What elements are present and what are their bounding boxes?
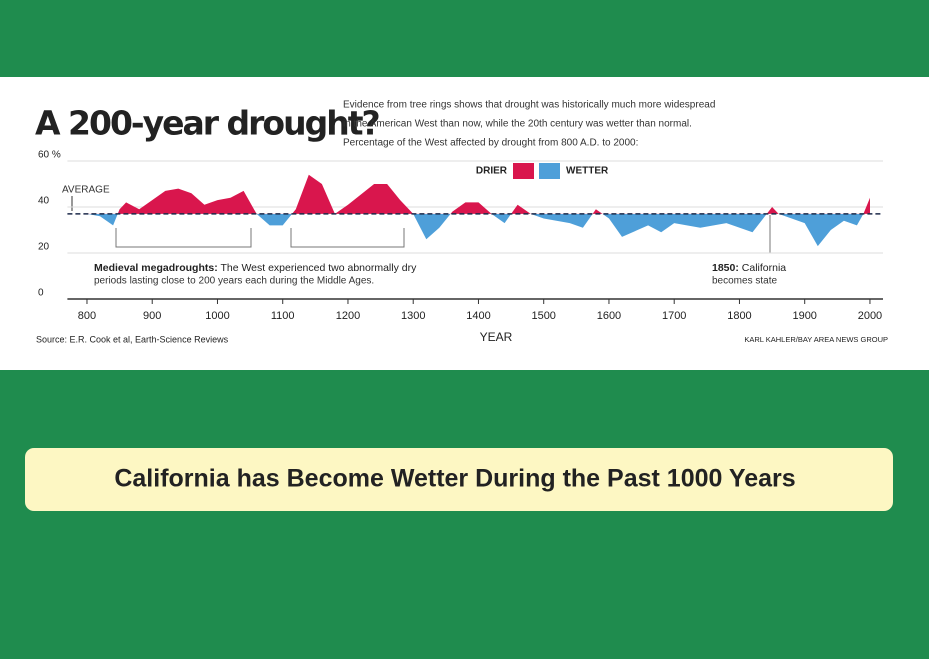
annotation-label: Medieval megadroughts: [94,262,218,274]
x-tick-label: 900 [143,310,161,322]
legend-label: WETTER [566,166,609,177]
x-tick-label: 800 [78,310,96,322]
annotation-label: 1850: [712,262,739,274]
y-tick-label: 40 [38,196,50,207]
x-axis-label: YEAR [480,330,513,344]
legend-swatch [513,163,534,179]
y-tick-label: 20 [38,242,50,253]
chart-title: A 200-year drought? [35,104,379,143]
x-tick-label: 1500 [531,310,555,322]
x-tick-label: 1700 [662,310,686,322]
x-tick-label: 1900 [792,310,816,322]
caption: California has Become Wetter During the … [114,465,795,493]
x-tick-label: 1200 [336,310,360,322]
subtitle: Evidence from tree rings shows that drou… [343,100,715,111]
x-tick-label: 1800 [727,310,751,322]
y-tick-label: 60 % [38,150,61,161]
annotation: 1850: California [712,262,786,274]
legend-label: DRIER [476,166,508,177]
legend-swatch [539,163,560,179]
x-tick-label: 1000 [205,310,229,322]
drought-area [87,174,870,247]
annotation-text: California [742,262,787,274]
x-tick-label: 2000 [858,310,882,322]
average-label: AVERAGE [62,185,110,196]
annotation: Medieval megadroughts: The West experien… [94,262,417,274]
subtitle: in the American West than now, while the… [343,119,692,130]
source: Source: E.R. Cook et al, Earth-Science R… [36,334,229,344]
annotation-text: becomes state [712,276,777,287]
megadrought-brackets [115,228,405,248]
chart-panel [0,77,929,370]
credit: KARL KAHLER/BAY AREA NEWS GROUP [744,335,888,344]
annotation-text: periods lasting close to 200 years each … [94,276,374,287]
x-tick-label: 1300 [401,310,425,322]
x-tick-label: 1600 [597,310,621,322]
x-tick-label: 1400 [466,310,490,322]
subtitle: Percentage of the West affected by droug… [343,138,638,149]
annotation-text: The West experienced two abnormally dry [220,262,417,274]
x-tick-label: 1100 [271,310,295,322]
y-tick-label: 0 [38,288,44,299]
caption-box [25,448,893,511]
